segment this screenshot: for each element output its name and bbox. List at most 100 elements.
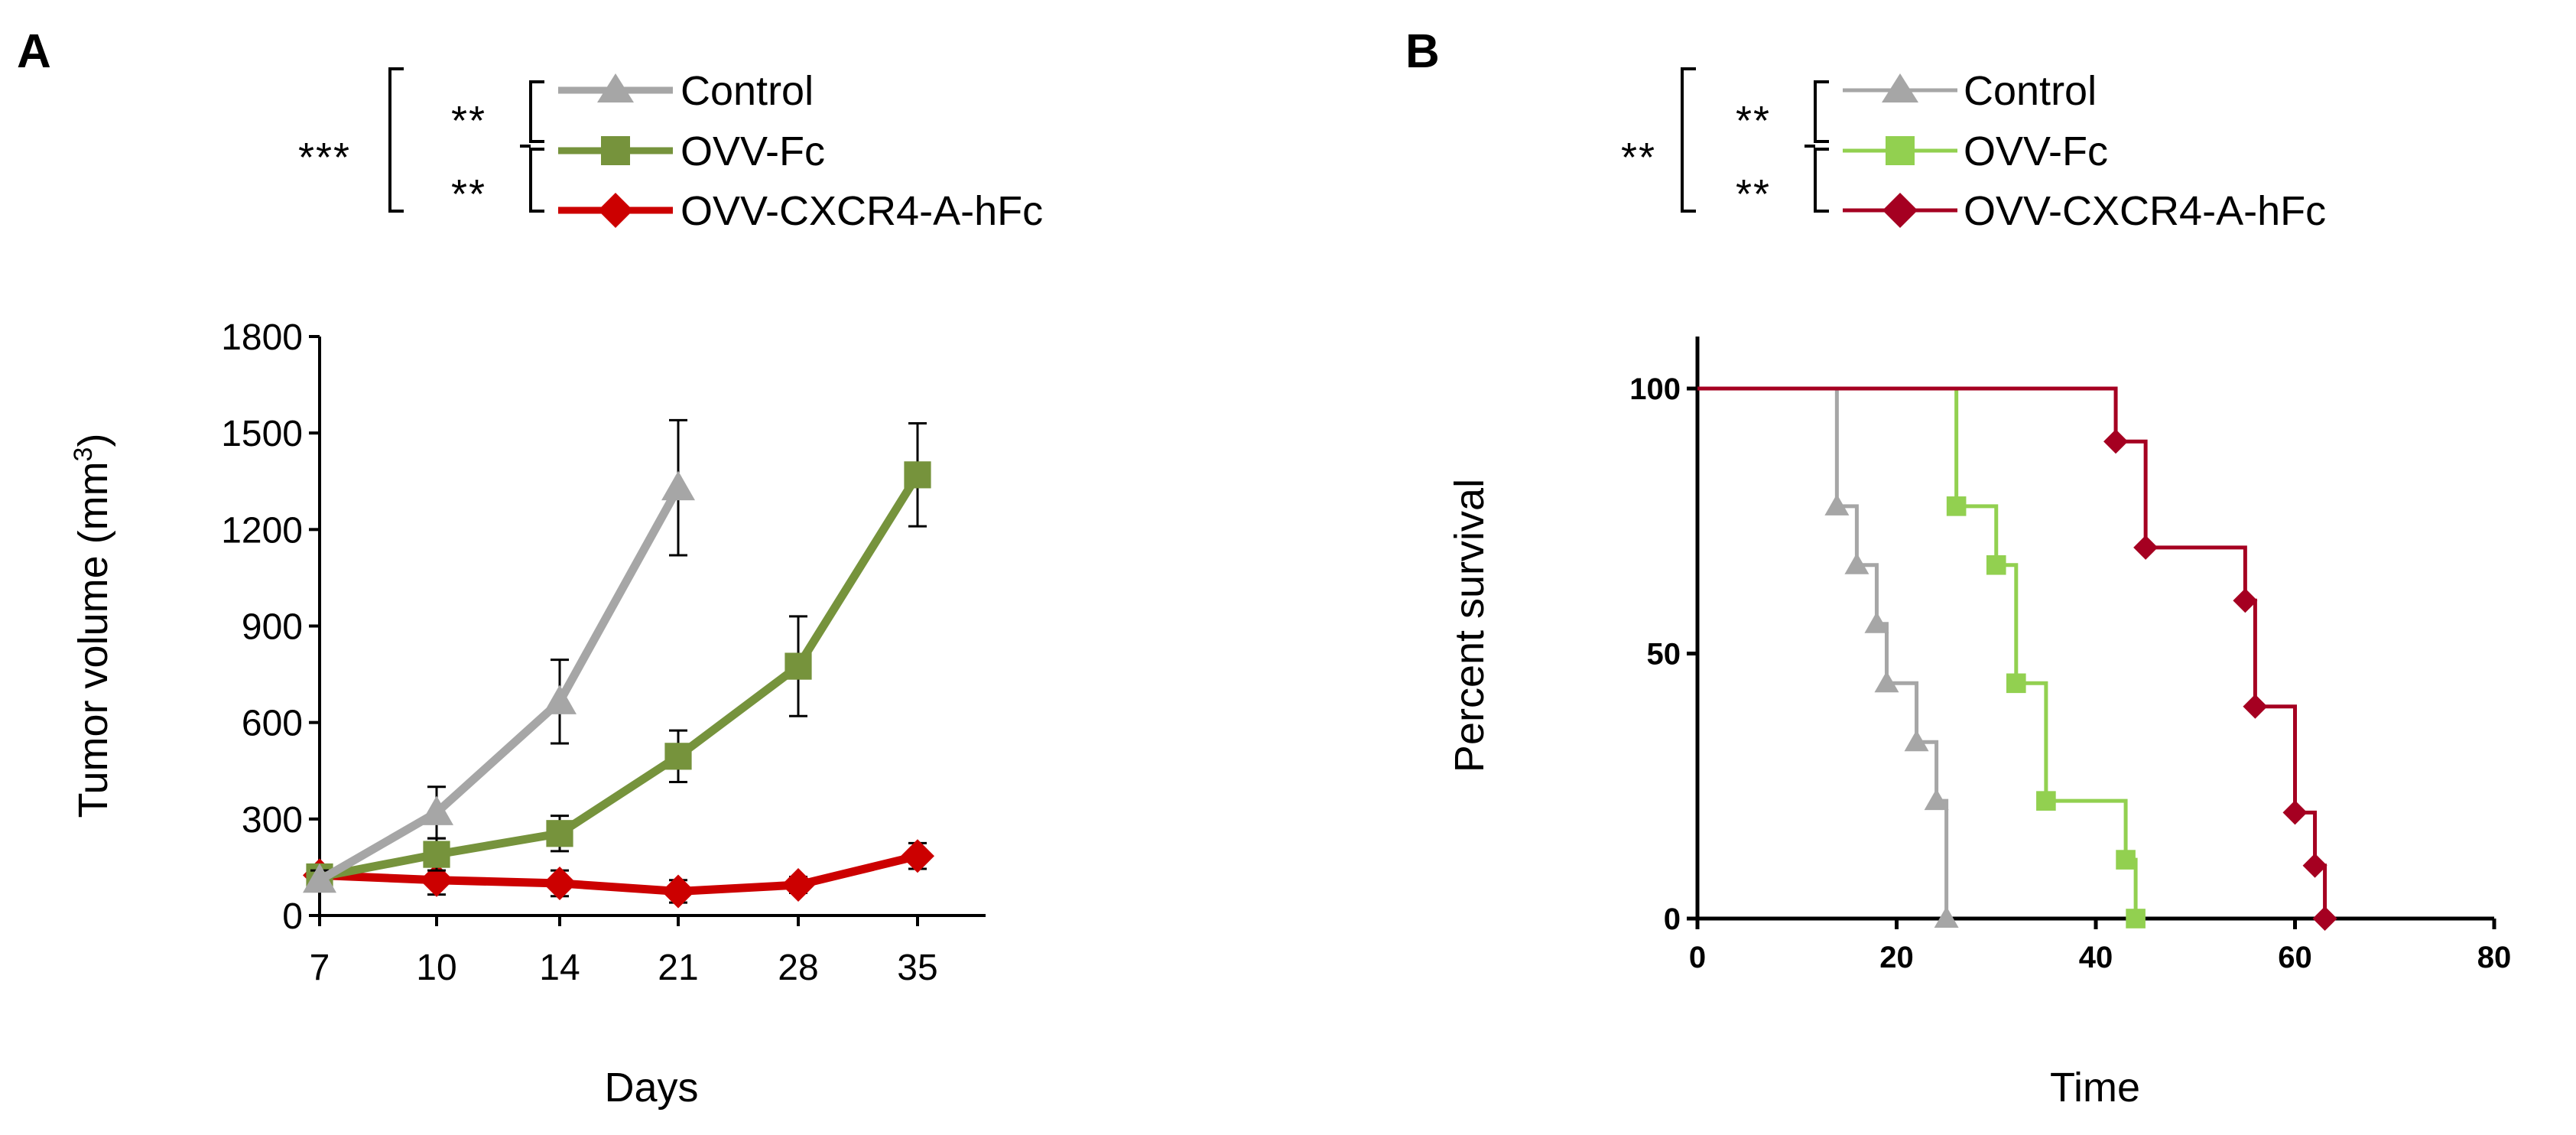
y-tick-label-a: 1800	[221, 317, 303, 358]
series-line-ovv-fc-a	[318, 472, 921, 881]
data-point-control-a	[303, 863, 336, 893]
event-marker-control-b	[1874, 671, 1899, 693]
event-marker-control-b	[1844, 552, 1869, 574]
data-point-control-a	[543, 685, 577, 714]
y-tick-label-a: 900	[242, 607, 303, 648]
event-marker-ovv-fc-b	[2126, 909, 2146, 928]
y-ticks-a: 0 300 600 900 1200 1500 1800	[221, 317, 320, 937]
significance-bracket-outer-a	[388, 67, 404, 213]
panel-label-b: B	[1405, 25, 1440, 78]
event-marker-ovv-cxcr4-a-hfc-b	[2282, 800, 2308, 825]
legend-b: ** ** ** Control OVV-Fc OVV-CXCR4-A-hFc	[1621, 67, 2326, 234]
panel-label-a: A	[17, 25, 51, 78]
y-tick-label-b: 50	[1647, 638, 1681, 672]
survival-curve-control-b	[1697, 386, 1949, 919]
series-line-ovv-cxcr4-a-hfc-a	[319, 851, 919, 896]
event-marker-control-b	[1864, 611, 1889, 633]
plot-area-a	[303, 418, 934, 909]
x-tick-label-b: 80	[2477, 941, 2512, 974]
series-line-control-a	[317, 485, 682, 884]
legend-label-control-b: Control	[1964, 68, 2097, 114]
significance-bracket-2-a	[529, 148, 544, 213]
data-point-ovv-cxcr4-a-hfc-a	[781, 868, 815, 902]
series-ovv-fc-b	[1697, 386, 2146, 928]
panel-a: A *** ** ** Control OVV-Fc OVV-CXCR4-A-h…	[17, 25, 1043, 1111]
legend-label-ovv-fc-b: OVV-Fc	[1964, 128, 2108, 174]
event-marker-control-b	[1824, 493, 1850, 515]
x-tick-label-a: 10	[416, 948, 456, 988]
event-marker-ovv-fc-b	[2006, 673, 2026, 694]
legend-marker-control-b	[1882, 73, 1918, 102]
y-tick-label-b: 0	[1664, 902, 1681, 936]
event-marker-ovv-fc-b	[2036, 791, 2056, 811]
x-tick-label-a: 14	[539, 948, 580, 988]
axes-b: 0 50 100 0 20 40 60 80 Time Percent survival	[1447, 337, 2511, 1111]
legend-marker-ovv-fc-a	[601, 136, 630, 165]
significance-bracket-1-a	[529, 80, 544, 143]
y-ticks-b: 0 50 100	[1629, 372, 1697, 936]
y-tick-label-a: 600	[242, 704, 303, 744]
y-tick-label-b: 100	[1629, 372, 1681, 406]
significance-bracket-1-b	[1814, 80, 1829, 143]
x-tick-label-a: 7	[310, 948, 330, 988]
x-tick-label-b: 60	[2278, 941, 2312, 974]
legend-label-ovv-cxcr4-b: OVV-CXCR4-A-hFc	[1964, 188, 2326, 234]
legend-label-ovv-cxcr4-a: OVV-CXCR4-A-hFc	[681, 188, 1043, 234]
panel-b: B ** ** ** Control OVV-Fc OVV-CXCR4-A-hF…	[1405, 25, 2511, 1111]
series-ovv-cxcr4-a-hfc-a	[303, 839, 934, 909]
x-axis-title-a: Days	[604, 1065, 698, 1111]
y-axis-title-a-close: )	[70, 434, 116, 447]
legend-a: *** ** ** Control OVV-Fc OVV-CXCR4-A-hFc	[298, 67, 1043, 234]
series-ovv-fc-a	[306, 422, 931, 891]
legend-marker-ovv-cxcr4-b	[1882, 193, 1918, 228]
event-marker-ovv-cxcr4-a-hfc-b	[2133, 535, 2159, 560]
x-tick-label-b: 20	[1879, 941, 1914, 974]
significance-inner-2-b: **	[1736, 171, 1771, 217]
event-marker-control-b	[1934, 906, 1959, 928]
legend-marker-control-a	[597, 73, 634, 102]
data-point-ovv-fc-a	[784, 652, 812, 680]
significance-inner-1-a: **	[451, 98, 486, 144]
event-marker-control-b	[1924, 789, 1949, 811]
series-control-a	[303, 418, 695, 893]
event-marker-control-b	[1904, 730, 1929, 752]
x-tick-label-b: 40	[2079, 941, 2113, 974]
event-marker-ovv-cxcr4-a-hfc-b	[2233, 588, 2258, 613]
data-point-ovv-fc-a	[546, 820, 573, 847]
x-ticks-a: 7 10 14 21 28 35	[310, 915, 938, 988]
significance-inner-1-b: **	[1736, 98, 1771, 144]
x-axis-title-b: Time	[2050, 1065, 2140, 1111]
y-tick-label-a: 1200	[221, 510, 303, 551]
significance-bracket-outer-b	[1681, 67, 1696, 213]
data-point-ovv-fc-a	[904, 461, 931, 489]
data-point-ovv-fc-a	[423, 841, 450, 868]
significance-bracket-2-b	[1814, 148, 1829, 213]
event-marker-ovv-cxcr4-a-hfc-b	[2302, 853, 2327, 878]
x-tick-label-a: 28	[778, 948, 818, 988]
significance-outer-b: **	[1621, 135, 1656, 180]
data-point-ovv-fc-a	[664, 743, 692, 770]
event-marker-ovv-fc-b	[1986, 554, 2006, 575]
event-marker-ovv-cxcr4-a-hfc-b	[2243, 694, 2268, 719]
event-marker-ovv-cxcr4-a-hfc-b	[2312, 906, 2337, 931]
series-control-b	[1697, 386, 1959, 928]
y-tick-label-a: 300	[242, 800, 303, 841]
legend-label-control-a: Control	[681, 68, 814, 114]
event-marker-ovv-fc-b	[2116, 850, 2136, 870]
y-axis-title-b: Percent survival	[1447, 479, 1493, 772]
y-axis-title-a-sup: 3	[69, 447, 98, 462]
y-tick-label-a: 1500	[221, 414, 303, 454]
data-point-control-a	[661, 470, 695, 501]
x-tick-label-a: 21	[658, 948, 698, 988]
data-point-ovv-cxcr4-a-hfc-a	[420, 863, 453, 897]
x-ticks-b: 0 20 40 60 80	[1689, 919, 2511, 974]
y-tick-label-a: 0	[282, 896, 303, 937]
survival-curve-ovv-cxcr4-a-hfc-b	[1697, 386, 2327, 919]
survival-curve-ovv-fc-b	[1697, 386, 2138, 919]
data-point-ovv-cxcr4-a-hfc-a	[661, 874, 695, 909]
series-ovv-cxcr4-a-hfc-b	[1697, 386, 2337, 931]
data-point-ovv-cxcr4-a-hfc-a	[901, 839, 934, 873]
legend-marker-ovv-cxcr4-a	[598, 193, 633, 228]
y-axis-title-a-main: Tumor volume (mm	[70, 461, 116, 818]
